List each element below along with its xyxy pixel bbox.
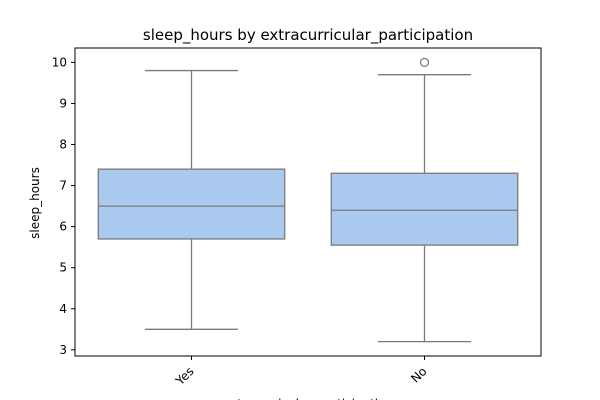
x-tick-label: No	[408, 364, 429, 385]
plot-area-frame	[74, 47, 542, 357]
y-tick-label: 5	[59, 261, 67, 275]
y-tick-label: 8	[59, 138, 67, 152]
y-axis-label: sleep_hours	[28, 167, 42, 239]
y-tick-label: 6	[59, 220, 67, 234]
y-tick-label: 7	[59, 179, 67, 193]
y-tick-label: 10	[52, 55, 67, 69]
x-tick-label: Yes	[172, 364, 196, 388]
iqr-box	[97, 168, 286, 240]
outlier-point	[419, 57, 430, 68]
boxes	[97, 57, 519, 343]
box-no	[330, 57, 519, 343]
y-tick-label: 4	[59, 302, 67, 316]
x-axis-label: extracurricular_participation	[223, 397, 393, 400]
iqr-box	[330, 172, 519, 246]
y-tick-label: 3	[59, 343, 67, 357]
y-tick-label: 9	[59, 96, 67, 110]
chart-title: sleep_hours by extracurricular_participa…	[143, 26, 473, 45]
box-yes	[97, 69, 286, 330]
